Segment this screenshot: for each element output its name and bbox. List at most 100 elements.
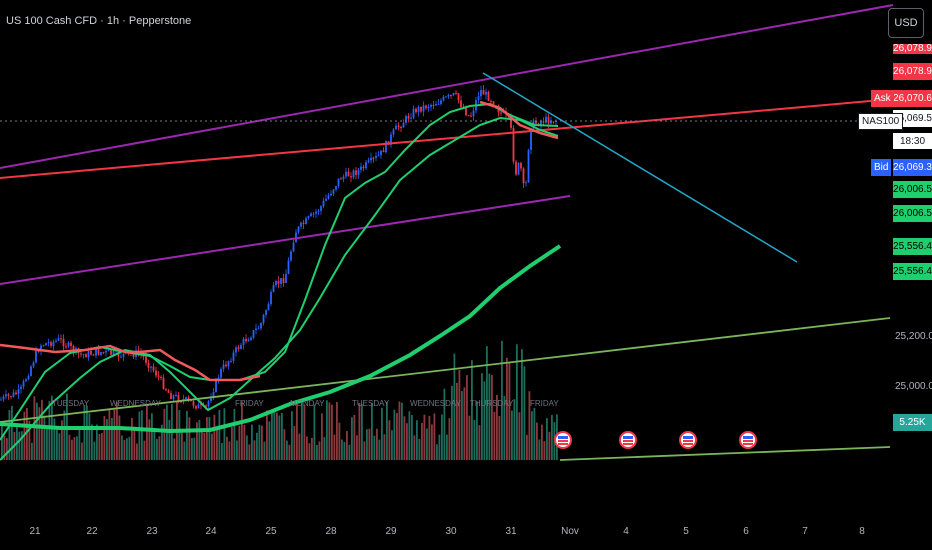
candle-body bbox=[260, 322, 262, 329]
volume-bar bbox=[261, 425, 263, 460]
candle-body bbox=[132, 353, 135, 357]
candle-body bbox=[372, 157, 375, 159]
volume-bar bbox=[216, 429, 218, 460]
volume-bar bbox=[68, 434, 71, 460]
volume-bar bbox=[513, 399, 516, 460]
volume-bar bbox=[243, 424, 246, 460]
candle-body bbox=[272, 285, 275, 292]
volume-bar bbox=[231, 426, 233, 460]
candle-body bbox=[227, 361, 230, 367]
candle-body bbox=[205, 405, 207, 407]
volume-bar bbox=[538, 439, 541, 460]
candle-body bbox=[300, 222, 302, 227]
volume-bar bbox=[41, 399, 43, 460]
volume-bar bbox=[446, 434, 448, 460]
candle-body bbox=[525, 182, 527, 184]
volume-bar bbox=[313, 404, 316, 460]
volume-bar bbox=[318, 441, 321, 460]
volume-bar bbox=[26, 407, 28, 460]
candle-body bbox=[235, 347, 237, 353]
candle-body bbox=[542, 121, 545, 123]
volume-bar bbox=[78, 429, 81, 460]
volume-bar bbox=[273, 411, 276, 460]
volume-bar bbox=[408, 411, 411, 460]
bid-label: Bid bbox=[871, 159, 892, 176]
volume-bar bbox=[1, 424, 3, 460]
candle-body bbox=[380, 150, 382, 156]
volume-bar bbox=[346, 431, 348, 460]
candle-body bbox=[72, 345, 75, 353]
x-tick-label-2: 23 bbox=[146, 526, 158, 537]
candle-body bbox=[155, 370, 157, 376]
volume-bar bbox=[456, 382, 458, 460]
volume-bar bbox=[403, 416, 406, 460]
price-tag-ma-3: 25,556.4 bbox=[893, 238, 932, 255]
volume-bar bbox=[336, 401, 338, 460]
candle-body bbox=[312, 213, 315, 215]
candle-body bbox=[420, 106, 422, 112]
volume-bar bbox=[188, 417, 191, 460]
volume-bar bbox=[363, 441, 366, 460]
volume-bar bbox=[406, 423, 408, 460]
candle-body bbox=[400, 127, 402, 129]
event-flag-icon[interactable] bbox=[554, 431, 572, 449]
volume-bar bbox=[223, 408, 226, 460]
volume-bar bbox=[128, 436, 131, 460]
candle-body bbox=[305, 218, 307, 225]
volume-bar bbox=[511, 410, 513, 460]
candle-body bbox=[307, 216, 310, 219]
candle-body bbox=[385, 141, 387, 153]
volume-bar bbox=[448, 418, 451, 460]
event-flag-icon[interactable] bbox=[679, 431, 697, 449]
volume-bar bbox=[271, 410, 273, 460]
ma-fast-red-line bbox=[0, 100, 559, 382]
volume-bar bbox=[43, 415, 46, 460]
volume-bar bbox=[421, 422, 423, 460]
event-markers bbox=[554, 431, 757, 449]
candle-body bbox=[17, 389, 20, 395]
candle-body bbox=[152, 366, 155, 371]
candle-body bbox=[310, 213, 312, 217]
volume-bar bbox=[476, 401, 478, 460]
volume-bar bbox=[133, 426, 136, 460]
volume-bar bbox=[141, 410, 143, 460]
volume-bar bbox=[38, 407, 41, 460]
candle-body bbox=[87, 350, 90, 358]
volume-bar bbox=[431, 424, 433, 460]
volume-bar bbox=[138, 411, 141, 460]
candle-body bbox=[220, 368, 222, 378]
candle-body bbox=[362, 166, 365, 169]
candle-body bbox=[215, 378, 217, 393]
candle-body bbox=[327, 195, 330, 199]
candle-body bbox=[397, 125, 400, 128]
candle-body bbox=[350, 176, 352, 178]
volume-bar bbox=[53, 418, 56, 460]
volume-bar bbox=[131, 418, 133, 460]
candle-body bbox=[265, 310, 267, 315]
event-flag-icon[interactable] bbox=[619, 431, 637, 449]
candle-body bbox=[95, 349, 97, 356]
candle-body bbox=[67, 342, 70, 347]
event-flag-icon[interactable] bbox=[739, 431, 757, 449]
candle-body bbox=[120, 356, 122, 358]
volume-bar bbox=[471, 360, 473, 460]
volume-bar bbox=[526, 434, 528, 460]
currency-button[interactable]: USD bbox=[888, 8, 924, 38]
candle-body bbox=[447, 94, 450, 97]
candle-body bbox=[245, 338, 247, 342]
candle-body bbox=[427, 106, 430, 109]
candle-body bbox=[262, 314, 265, 323]
candle-body bbox=[482, 90, 485, 95]
candle-body bbox=[187, 397, 190, 400]
y-tick-label-0: 25,200.0 bbox=[895, 331, 932, 342]
candle-body bbox=[365, 162, 367, 169]
candle-body bbox=[377, 155, 380, 157]
candle-body bbox=[390, 134, 392, 145]
volume-bar bbox=[221, 442, 223, 460]
volume-bar bbox=[501, 340, 503, 460]
volume-bar bbox=[193, 437, 196, 460]
volume-bar bbox=[301, 401, 303, 460]
volume-bar bbox=[248, 444, 251, 460]
candle-body bbox=[22, 381, 25, 387]
